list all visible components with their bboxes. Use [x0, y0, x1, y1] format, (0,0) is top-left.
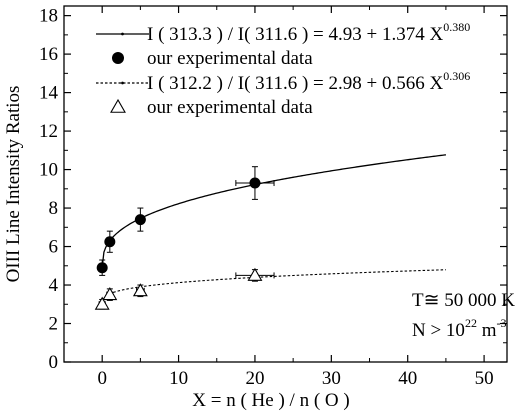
data-points [94, 166, 275, 310]
legend-triangle-symbol [110, 98, 126, 113]
y-tick-label: 10 [39, 160, 58, 181]
x-tick-label: 50 [475, 368, 494, 389]
triangle-marker [102, 287, 118, 301]
y-tick-label: 8 [49, 198, 59, 219]
y-tick-label: 0 [49, 352, 59, 373]
plot-frame [63, 5, 508, 363]
triangle-marker [94, 296, 110, 310]
legend-label: our experimental data [147, 48, 313, 69]
x-axis-label: X = n ( He ) / n ( O ) [192, 390, 349, 411]
data-point-circle [235, 166, 275, 200]
circle-marker [96, 262, 108, 274]
data-point-circle [96, 259, 108, 276]
legend-line-dot [121, 32, 124, 36]
legend-label: I ( 313.3 ) / I( 311.6 ) = 4.93 + 1.374 … [147, 20, 470, 45]
plot-border [63, 5, 508, 363]
fit-curves [101, 154, 446, 305]
legend-exponent: 0.306 [443, 69, 470, 83]
data-point-circle [104, 230, 116, 253]
legend-label-text: our experimental data [147, 97, 313, 118]
density-annotation-part: 22 [465, 316, 477, 330]
circle-marker [249, 177, 261, 189]
legend-line-dot [121, 81, 124, 85]
density-annotation-part: -3 [496, 316, 506, 330]
triangle-marker [247, 267, 263, 281]
axis-ticks: 0 10 20 30 40 50 0 2 4 6 8 10 12 14 16 18 [39, 6, 507, 389]
data-point-triangle [235, 267, 275, 282]
y-tick-label: 18 [39, 6, 58, 27]
circle-marker [134, 214, 146, 226]
fit-curve-2 [101, 269, 446, 305]
legend-label: our experimental data [147, 97, 313, 118]
annotations: T≅ 50 000 K N > 1022 m-3 [412, 290, 515, 341]
legend-item-1: our experimental data [112, 48, 313, 69]
y-tick-label: 6 [49, 237, 59, 258]
legend-label: I ( 312.2 ) / I( 311.6 ) = 2.98 + 0.566 … [147, 69, 470, 94]
density-annotation-part: m [477, 320, 497, 341]
data-point-circle [134, 207, 146, 232]
legend-label-text: I ( 313.3 ) / I( 311.6 ) = 4.93 + 1.374 … [147, 24, 443, 45]
x-tick-label: 0 [97, 368, 107, 389]
circle-marker [104, 236, 116, 248]
triangle-marker [132, 283, 148, 297]
legend-exponent: 0.380 [443, 20, 470, 34]
fit-curve-0 [101, 154, 446, 268]
density-annotation: N > 1022 m-3 [412, 316, 506, 341]
x-tick-label: 30 [322, 368, 341, 389]
x-tick-label: 20 [245, 368, 264, 389]
y-tick-label: 4 [49, 275, 59, 296]
legend-label-text: I ( 312.2 ) / I( 311.6 ) = 2.98 + 0.566 … [147, 73, 443, 94]
legend-circle-symbol [112, 52, 124, 64]
y-axis-label: OIII Line Intensity Ratios [3, 86, 24, 283]
data-point-triangle [132, 283, 148, 298]
legend-label-text: our experimental data [147, 48, 313, 69]
data-point-triangle [102, 287, 118, 301]
legend: I ( 313.3 ) / I( 311.6 ) = 4.93 + 1.374 … [96, 20, 470, 118]
temperature-annotation: T≅ 50 000 K [412, 290, 515, 311]
y-tick-label: 14 [39, 83, 59, 104]
x-tick-label: 10 [169, 368, 188, 389]
legend-item-2: I ( 312.2 ) / I( 311.6 ) = 2.98 + 0.566 … [96, 69, 470, 94]
legend-item-3: our experimental data [110, 97, 313, 118]
y-tick-label: 2 [49, 314, 59, 335]
legend-item-0: I ( 313.3 ) / I( 311.6 ) = 4.93 + 1.374 … [96, 20, 470, 45]
x-tick-label: 40 [398, 368, 417, 389]
y-tick-label: 12 [39, 121, 58, 142]
density-annotation-part: N > 10 [412, 320, 465, 341]
y-tick-label: 16 [39, 44, 58, 65]
